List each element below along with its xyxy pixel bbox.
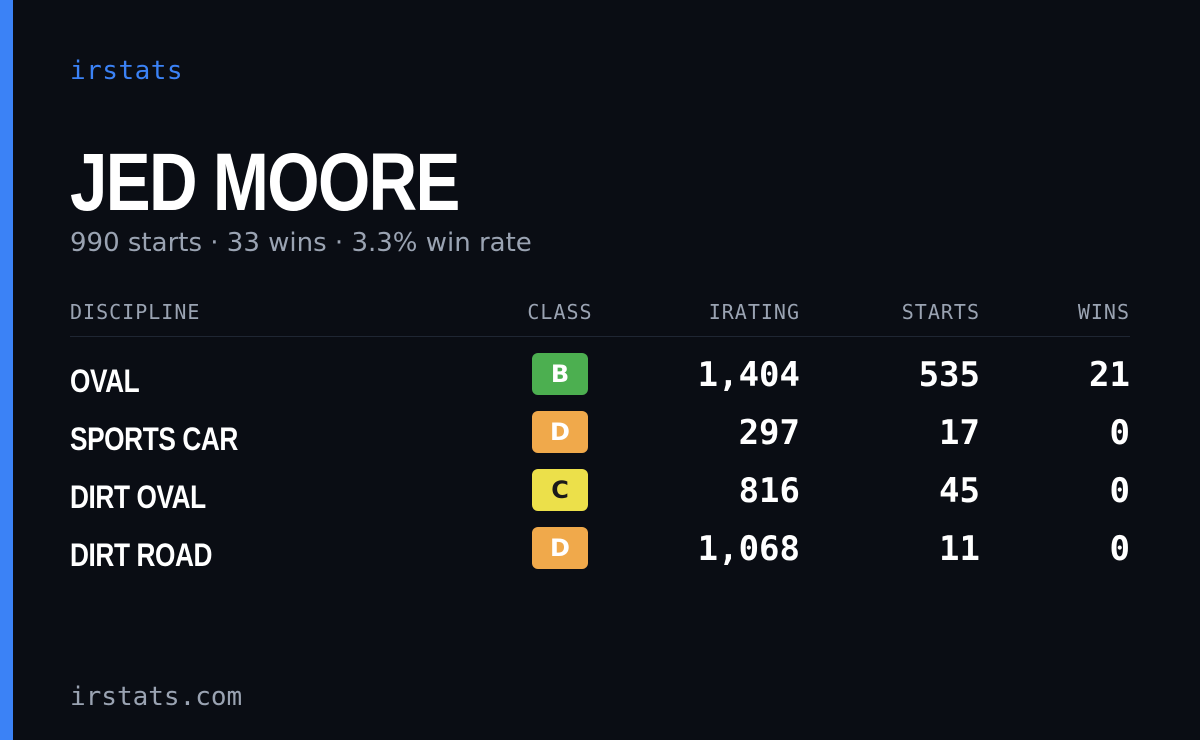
irating-value: 297 — [738, 413, 800, 453]
discipline-name: OVAL — [70, 363, 140, 399]
player-summary: 990 starts · 33 wins · 3.3% win rate — [70, 228, 532, 258]
header-discipline: DISCIPLINE — [70, 300, 201, 324]
wins-value: 21 — [1089, 355, 1130, 395]
starts-value: 535 — [918, 355, 980, 395]
discipline-name: DIRT ROAD — [70, 537, 213, 573]
header-wins: WINS — [1077, 300, 1130, 324]
wins-value: 0 — [1109, 471, 1130, 511]
starts-value: 11 — [939, 529, 980, 569]
header-starts: STARTS — [901, 300, 980, 324]
irating-value: 816 — [738, 471, 800, 511]
table-header: DISCIPLINE CLASS IRATING STARTS WINS — [70, 298, 1130, 337]
table-body: OVAL B 1,404 535 21 SPORTS CAR D 297 17 … — [70, 353, 1130, 585]
header-irating: IRATING — [708, 300, 800, 324]
table-row: OVAL B 1,404 535 21 — [70, 353, 1130, 411]
class-badge: B — [532, 353, 588, 395]
discipline-table: DISCIPLINE CLASS IRATING STARTS WINS OVA… — [70, 298, 1130, 585]
class-badge: D — [532, 527, 588, 569]
starts-value: 17 — [939, 413, 980, 453]
starts-value: 45 — [939, 471, 980, 511]
accent-bar — [0, 0, 13, 740]
wins-value: 0 — [1109, 413, 1130, 453]
table-row: DIRT OVAL C 816 45 0 — [70, 469, 1130, 527]
irating-value: 1,068 — [697, 529, 800, 569]
wins-value: 0 — [1109, 529, 1130, 569]
discipline-name: DIRT OVAL — [70, 479, 206, 515]
player-name: JED MOORE — [70, 137, 460, 228]
table-row: DIRT ROAD D 1,068 11 0 — [70, 527, 1130, 585]
class-badge: D — [532, 411, 588, 453]
irating-value: 1,404 — [697, 355, 800, 395]
table-row: SPORTS CAR D 297 17 0 — [70, 411, 1130, 469]
footer-url[interactable]: irstats.com — [70, 682, 243, 712]
brand-logo-text: irstats — [70, 56, 184, 86]
discipline-name: SPORTS CAR — [70, 421, 238, 457]
header-class: CLASS — [527, 300, 593, 324]
class-badge: C — [532, 469, 588, 511]
